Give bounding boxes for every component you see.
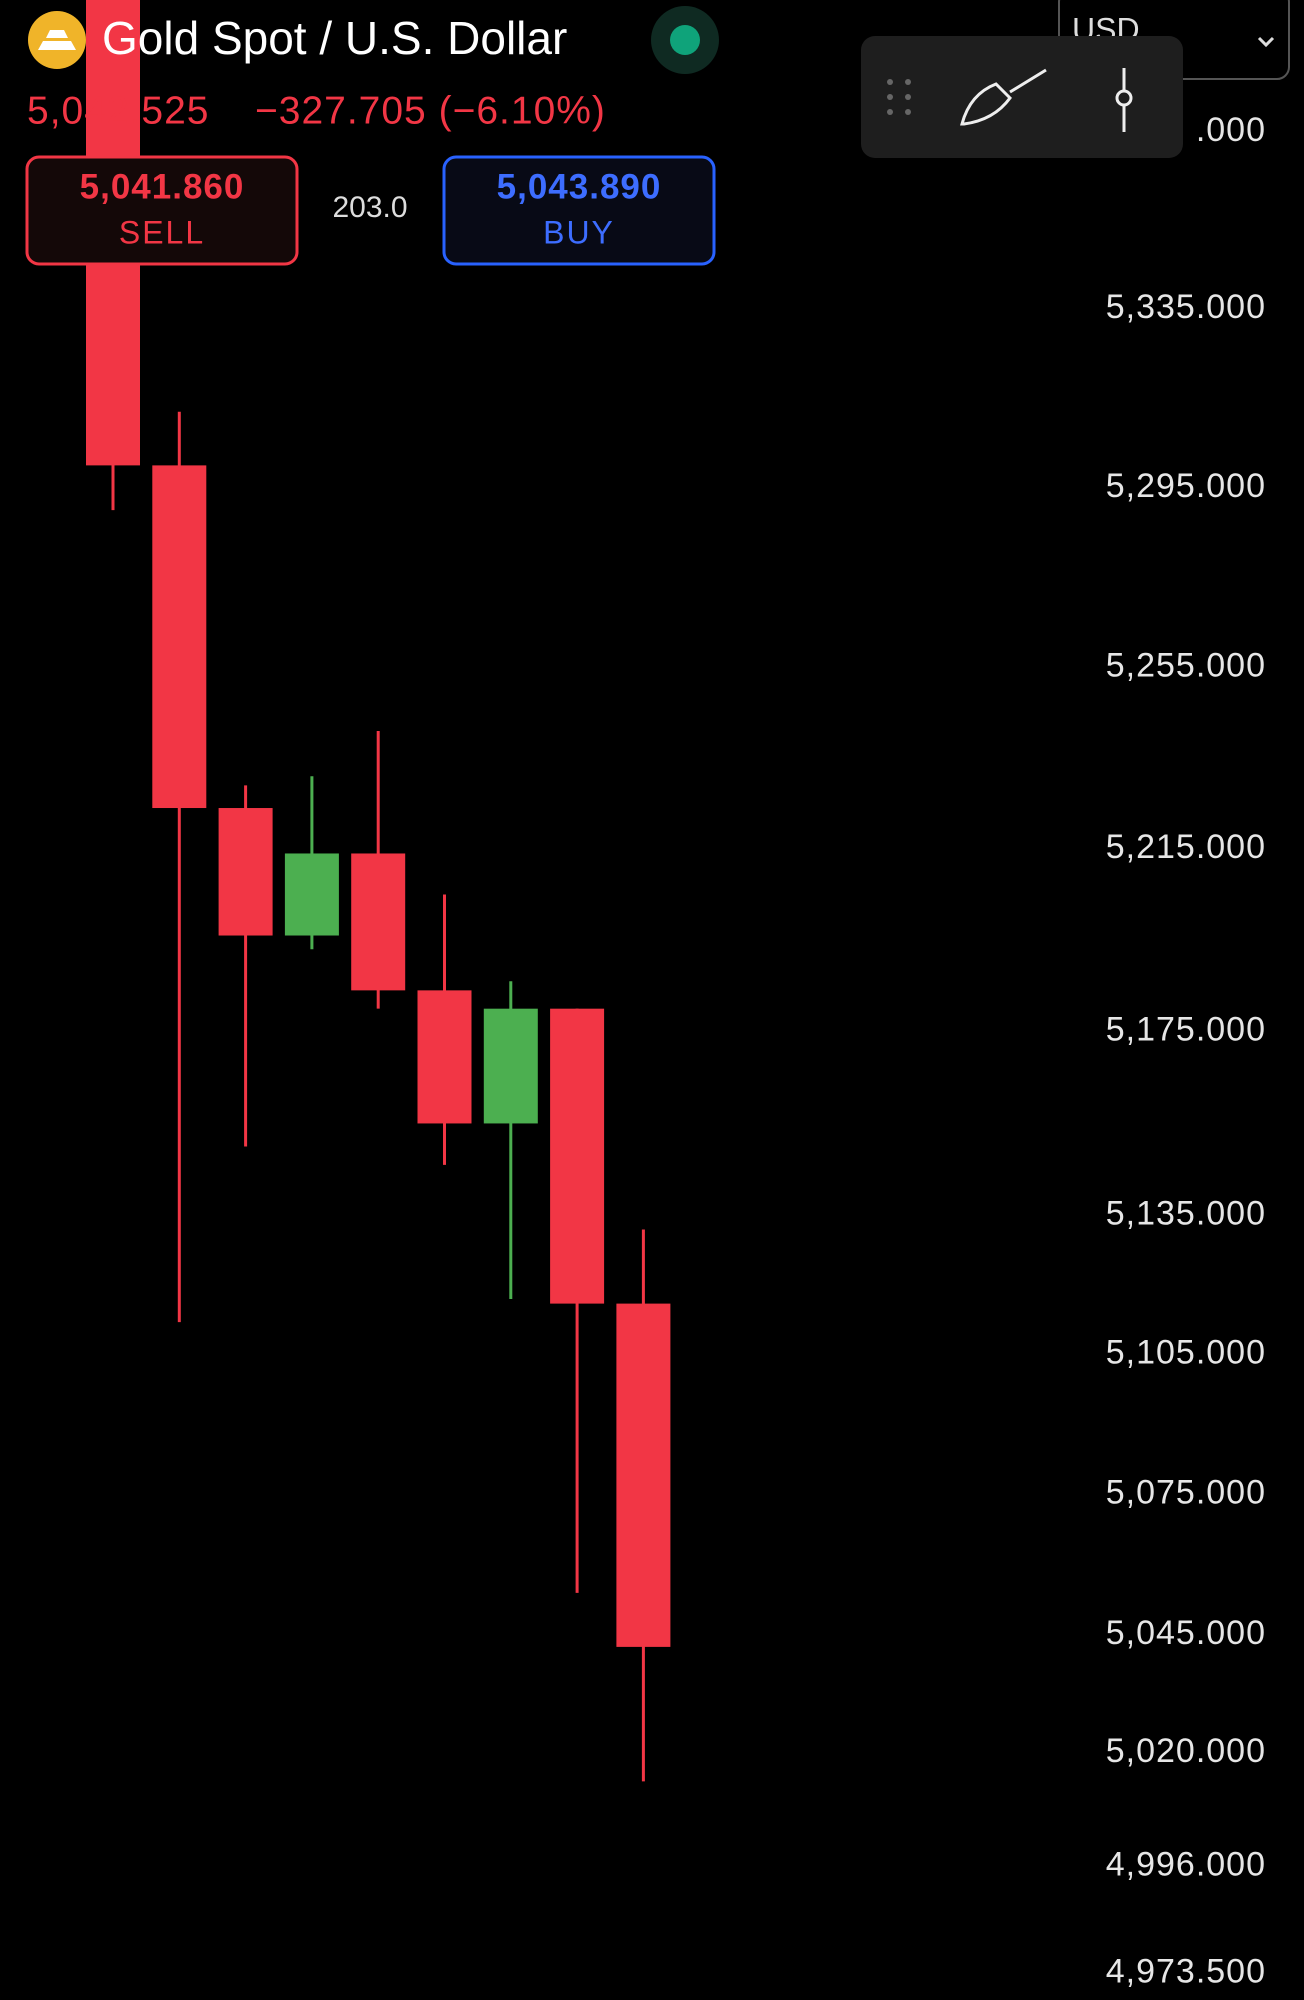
buy-price: 5,043.890: [497, 167, 662, 206]
y-tick-label: .000: [1196, 111, 1266, 149]
brush-tool[interactable]: [960, 68, 1047, 126]
cursor-tool[interactable]: [1115, 68, 1133, 132]
candle-body: [351, 853, 406, 991]
buy-box: [442, 155, 716, 266]
cursor-knob: [1115, 89, 1133, 107]
y-tick-label: 5,020.000: [1106, 1732, 1266, 1770]
dot: [905, 109, 911, 115]
y-tick-label: 5,045.000: [1106, 1614, 1266, 1652]
sell-button[interactable]: 5,041.860 SELL: [25, 155, 299, 266]
y-tick-label: 5,335.000: [1106, 288, 1266, 326]
y-tick-label: 4,996.000: [1106, 1846, 1266, 1884]
drag-handle[interactable]: [887, 79, 911, 115]
spread: 203.0: [332, 191, 407, 224]
toolbar-box: [861, 36, 1183, 158]
y-tick-label: 5,255.000: [1106, 647, 1266, 685]
header: Gold Spot / U.S. Dollar 5,042.525 −327.7…: [25, 6, 719, 266]
market-status: [670, 25, 700, 55]
y-tick-label: 5,105.000: [1106, 1334, 1266, 1372]
buy-label: BUY: [543, 214, 615, 250]
last-price: 5,042.525: [27, 89, 210, 132]
candle-body: [483, 1008, 538, 1124]
dot: [905, 79, 911, 85]
sell-box: [25, 155, 299, 266]
y-tick-label: 5,175.000: [1106, 1011, 1266, 1049]
gold-icon: [28, 11, 86, 69]
candle-body: [218, 808, 273, 936]
gold-bars: [38, 30, 76, 50]
price-change: −327.705 (−6.10%): [255, 89, 606, 132]
symbol-title: Gold Spot / U.S. Dollar: [102, 12, 567, 64]
y-tick-label: 5,215.000: [1106, 828, 1266, 866]
price-axis: .000 5,335.000 5,295.000 5,255.000 5,215.000…: [1106, 111, 1266, 1991]
dot: [887, 94, 893, 100]
y-tick-label: 4,973.500: [1106, 1953, 1266, 1991]
y-tick-label: 5,075.000: [1106, 1473, 1266, 1511]
dot: [905, 94, 911, 100]
sell-label: SELL: [119, 214, 205, 250]
candle-body: [550, 1008, 605, 1304]
candle-body: [616, 1303, 671, 1647]
dot: [887, 79, 893, 85]
candle-body: [152, 465, 207, 809]
y-tick-label: 5,295.000: [1106, 467, 1266, 505]
toolbar: [861, 36, 1183, 158]
sell-price: 5,041.860: [80, 167, 245, 206]
y-tick-label: 5,135.000: [1106, 1195, 1266, 1233]
dropdown-arrow: [1257, 36, 1275, 48]
candle-body: [417, 990, 472, 1124]
dot: [887, 109, 893, 115]
candle-body: [284, 853, 339, 936]
buy-button[interactable]: 5,043.890 BUY: [442, 155, 716, 266]
